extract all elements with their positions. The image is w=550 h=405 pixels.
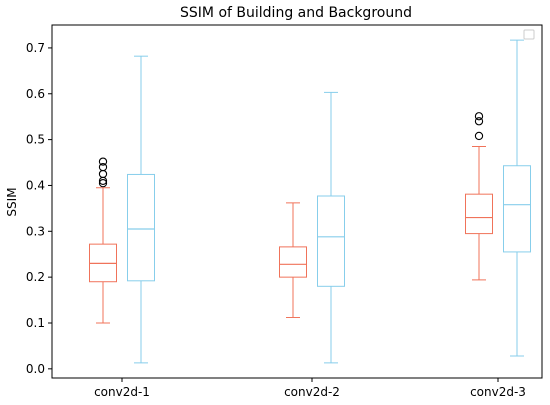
outlier-1 <box>474 117 484 126</box>
y-tick-label-2: 0.2 <box>26 270 45 284</box>
box-s0-c0 <box>89 157 117 324</box>
outlier-2 <box>98 169 108 179</box>
box-s1-c1 <box>317 91 345 364</box>
box-s1-c0 <box>127 55 155 364</box>
x-tick-label-0: conv2d-1 <box>94 385 150 399</box>
y-axis-label: SSIM <box>5 187 19 216</box>
box-s0-c1 <box>279 202 307 318</box>
y-tick-label-5: 0.5 <box>26 133 45 147</box>
legend-box <box>523 29 535 40</box>
box-s0-c2 <box>465 112 493 281</box>
outlier-0 <box>98 179 108 188</box>
y-tick-label-4: 0.4 <box>26 178 45 192</box>
chart-title: SSIM of Building and Background <box>180 5 412 21</box>
box-iqr <box>279 246 307 278</box>
x-tick-label-1: conv2d-2 <box>284 385 340 399</box>
box-s1-c2 <box>503 39 531 357</box>
box-iqr <box>127 173 155 282</box>
y-tick-label-1: 0.1 <box>26 316 45 330</box>
box-iqr <box>317 195 345 287</box>
plot-frame <box>51 24 543 379</box>
plot-area <box>89 39 531 364</box>
y-tick-label-7: 0.7 <box>26 41 45 55</box>
outlier-4 <box>98 157 108 166</box>
outlier-2 <box>474 112 484 121</box>
y-tick-label-3: 0.3 <box>26 224 45 238</box>
box-iqr <box>465 193 493 235</box>
y-tick-label-0: 0.0 <box>26 362 45 376</box>
outlier-3 <box>98 162 108 172</box>
box-iqr <box>503 165 531 253</box>
x-tick-label-2: conv2d-3 <box>470 385 526 399</box>
y-tick-label-6: 0.6 <box>26 87 45 101</box>
outlier-0 <box>474 131 484 141</box>
